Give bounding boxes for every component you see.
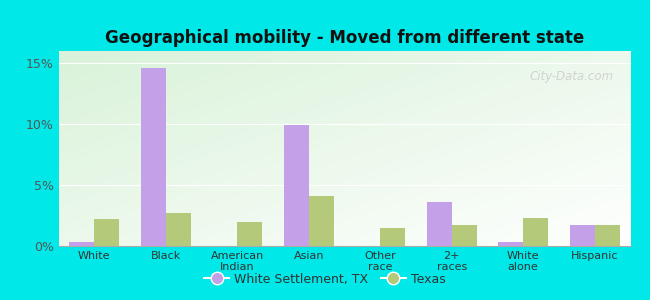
Bar (569, 225, 595, 246)
Bar (523, 218, 548, 246)
Bar (140, 68, 166, 246)
Text: City-Data.com: City-Data.com (529, 70, 614, 83)
Bar (237, 222, 262, 246)
Bar (284, 125, 309, 246)
Bar (452, 225, 476, 246)
Title: Geographical mobility - Moved from different state: Geographical mobility - Moved from diffe… (105, 29, 584, 47)
Bar (166, 213, 191, 246)
Bar (69, 242, 94, 246)
Bar (595, 225, 620, 246)
Bar (427, 202, 452, 246)
Bar (380, 228, 406, 246)
Bar (499, 242, 523, 246)
Legend: White Settlement, TX, Texas: White Settlement, TX, Texas (200, 268, 450, 291)
Bar (94, 219, 120, 246)
Bar (309, 196, 334, 246)
